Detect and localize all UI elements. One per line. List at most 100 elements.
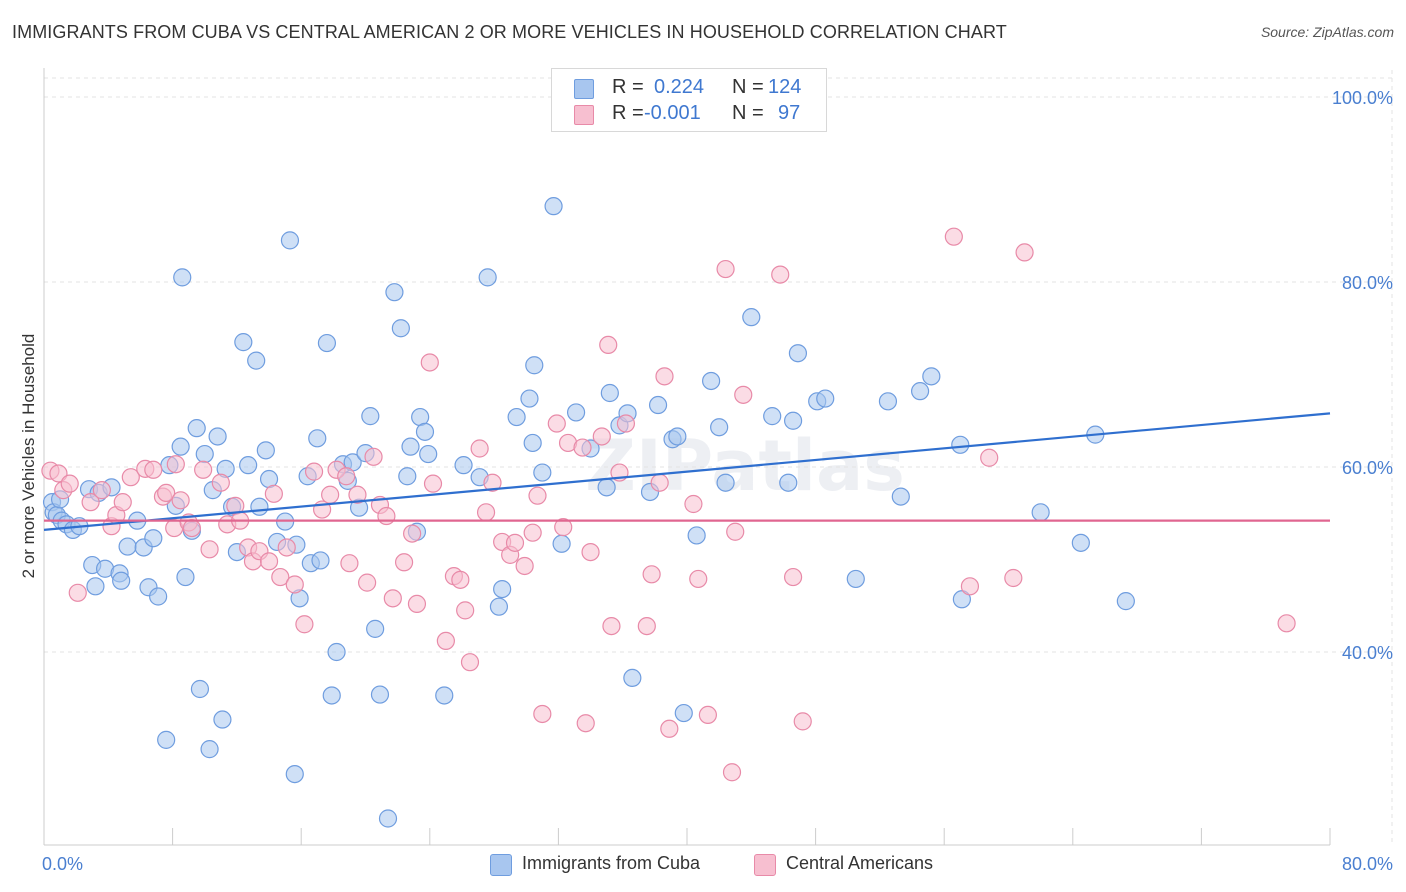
data-point [327,642,346,662]
data-point [173,268,192,287]
data-point [157,483,176,502]
data-point [554,518,573,537]
data-point [285,764,304,784]
data-point [602,616,621,636]
data-point [280,231,300,250]
data-point [1004,568,1023,588]
data-point [112,571,131,590]
data-point [407,594,427,614]
data-point [544,197,563,216]
data-point [891,487,910,506]
data-point [435,686,454,705]
data-point [616,414,636,433]
legend-r-value: 0.224 [654,76,705,98]
data-point [81,493,100,512]
data-point [816,389,835,408]
data-point [1015,243,1034,262]
source-label: Source: ZipAtlas.com [1260,24,1394,40]
data-point [505,533,525,552]
data-point [716,473,735,492]
data-point [525,356,544,375]
trend-line [43,412,1331,531]
x-tick-label: 80.0% [1342,854,1393,874]
data-point [394,553,414,572]
data-point [493,579,512,599]
data-point [592,427,611,446]
data-point [783,567,803,587]
data-point [689,569,708,589]
data-point [259,552,279,571]
data-point [547,414,566,433]
data-point [195,444,214,464]
data-point [322,686,341,705]
data-point [960,577,980,596]
series-cuba-points [42,197,1135,828]
data-point [515,556,534,576]
data-point [264,484,283,503]
data-point [118,537,137,556]
data-point [507,407,526,427]
data-point [910,382,930,401]
data-point [655,367,674,386]
data-point [436,631,455,651]
data-point [734,385,753,404]
data-point [149,587,168,606]
data-point [144,529,163,548]
y-tick-labels: 40.0% 60.0% 80.0% 100.0% [1332,88,1393,663]
data-point [1277,614,1296,633]
data-point [478,268,497,287]
data-point [92,481,111,500]
data-point [846,569,865,589]
data-point [187,419,206,438]
data-point [383,589,402,608]
data-point [377,506,396,526]
data-point [420,353,439,372]
data-point [710,418,729,437]
data-point [788,344,808,363]
data-point [674,703,693,723]
data-point [660,719,679,738]
legend-n-value: 124 [768,76,802,98]
data-point [460,653,480,672]
legend-swatch-central-americans [574,105,594,125]
data-point [317,333,337,353]
trend-lines [43,412,1331,531]
data-point [698,705,717,725]
legend-r-label: R = [612,102,644,124]
data-point [520,389,539,408]
data-point [642,565,661,584]
data-point [637,616,656,636]
data-point [648,395,668,415]
y-tick-label: 100.0% [1332,88,1393,108]
data-point [1116,592,1135,611]
data-point [419,444,438,464]
data-point [726,522,745,541]
data-point [247,351,266,370]
data-point [702,371,721,391]
legend-r-value: -0.001 [644,102,701,124]
data-point [200,740,219,759]
data-point [86,577,105,596]
data-point [385,283,404,302]
data-point [783,411,803,430]
data-point [113,493,132,512]
data-point [340,554,359,573]
data-point [552,534,571,553]
data-point [599,335,618,354]
data-point [771,265,790,284]
stats-legend: R = 0.224 N = 124 R = -0.001 N = 97 [551,68,827,132]
data-point [194,460,213,479]
data-point [337,467,356,486]
data-point [321,485,340,504]
x-tick-labels: 0.0% 80.0% [42,854,1393,874]
data-point [403,524,422,543]
bottom-legend-label-central-americans: Central Americans [786,853,934,873]
data-point [684,494,703,514]
bottom-legend-label-cuba: Immigrants from Cuba [522,853,701,873]
data-point [793,712,812,731]
data-point [171,491,190,510]
data-point [171,437,190,456]
data-point [489,597,509,616]
data-point [470,439,489,458]
